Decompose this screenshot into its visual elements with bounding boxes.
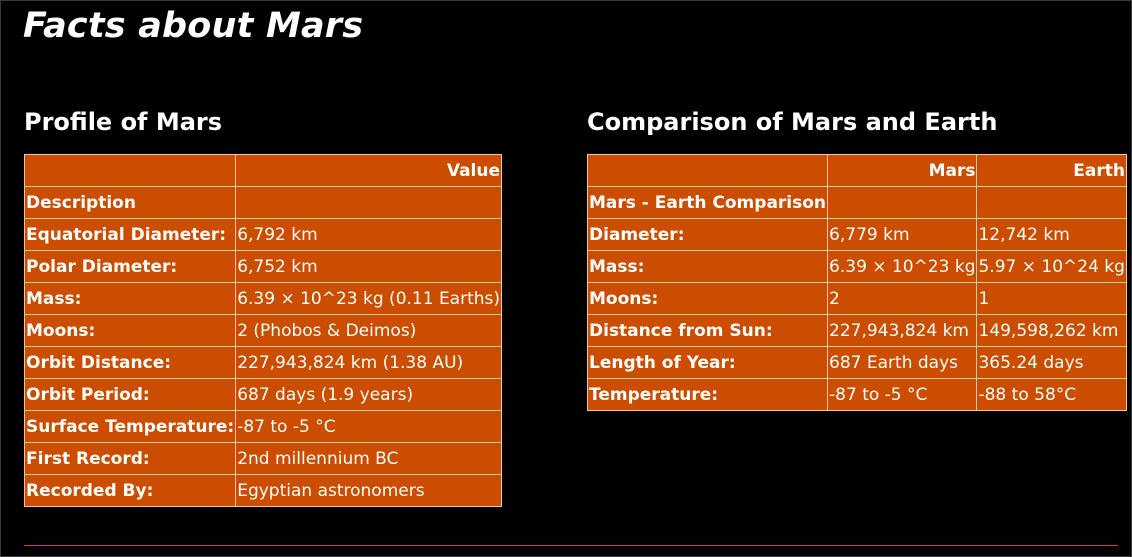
profile-header-value: Value bbox=[235, 154, 503, 187]
table-row: Orbit Distance: 227,943,824 km (1.38 AU) bbox=[23, 346, 503, 379]
comparison-header-label bbox=[586, 154, 829, 187]
table-row: Length of Year: 687 Earth days 365.24 da… bbox=[586, 346, 1127, 379]
row-label: Mass: bbox=[23, 282, 237, 315]
row-value bbox=[235, 186, 503, 219]
row-label: Polar Diameter: bbox=[23, 250, 237, 283]
row-label: Orbit Period: bbox=[23, 378, 237, 411]
row-label: Moons: bbox=[23, 314, 237, 347]
mars-value: 227,943,824 km bbox=[827, 314, 978, 347]
row-label: Length of Year: bbox=[586, 346, 829, 379]
profile-header-label bbox=[23, 154, 237, 187]
earth-value: 365.24 days bbox=[976, 346, 1127, 379]
table-row: Moons: 2 (Phobos & Deimos) bbox=[23, 314, 503, 347]
table-row: Surface Temperature: -87 to -5 °C bbox=[23, 410, 503, 443]
row-label: Surface Temperature: bbox=[23, 410, 237, 443]
table-row: Orbit Period: 687 days (1.9 years) bbox=[23, 378, 503, 411]
profile-header-row: Value bbox=[23, 154, 503, 187]
row-label: Recorded By: bbox=[23, 474, 237, 507]
earth-value: 149,598,262 km bbox=[976, 314, 1127, 347]
row-label: Moons: bbox=[586, 282, 829, 315]
row-value: 2nd millennium BC bbox=[235, 442, 503, 475]
row-value: 6,752 km bbox=[235, 250, 503, 283]
mars-value: 687 Earth days bbox=[827, 346, 978, 379]
row-label: Distance from Sun: bbox=[586, 314, 829, 347]
earth-value: 12,742 km bbox=[976, 218, 1127, 251]
table-row: First Record: 2nd millennium BC bbox=[23, 442, 503, 475]
row-value: 227,943,824 km (1.38 AU) bbox=[235, 346, 503, 379]
mars-value bbox=[827, 186, 978, 219]
row-label: Equatorial Diameter: bbox=[23, 218, 237, 251]
profile-table: Value Description Equatorial Diameter: 6… bbox=[23, 154, 503, 507]
table-row: Moons: 2 1 bbox=[586, 282, 1127, 315]
row-label: Orbit Distance: bbox=[23, 346, 237, 379]
comparison-header-mars: Mars bbox=[827, 154, 978, 187]
page-title: Facts about Mars bbox=[23, 6, 364, 46]
table-row: Equatorial Diameter: 6,792 km bbox=[23, 218, 503, 251]
earth-value bbox=[976, 186, 1127, 219]
comparison-table: Mars Earth Mars - Earth Comparison Diame… bbox=[586, 154, 1127, 411]
table-row: Description bbox=[23, 186, 503, 219]
comparison-section-title: Comparison of Mars and Earth bbox=[587, 108, 998, 136]
table-row: Temperature: -87 to -5 °C -88 to 58°C bbox=[586, 378, 1127, 411]
row-value: Egyptian astronomers bbox=[235, 474, 503, 507]
footer-divider bbox=[24, 545, 1118, 546]
row-value: 2 (Phobos & Deimos) bbox=[235, 314, 503, 347]
table-row: Distance from Sun: 227,943,824 km 149,59… bbox=[586, 314, 1127, 347]
table-row: Polar Diameter: 6,752 km bbox=[23, 250, 503, 283]
row-label: First Record: bbox=[23, 442, 237, 475]
earth-value: 5.97 × 10^24 kg bbox=[976, 250, 1127, 283]
mars-value: 6.39 × 10^23 kg bbox=[827, 250, 978, 283]
row-label: Temperature: bbox=[586, 378, 829, 411]
earth-value: -88 to 58°C bbox=[976, 378, 1127, 411]
row-value: -87 to -5 °C bbox=[235, 410, 503, 443]
row-label: Mars - Earth Comparison bbox=[586, 186, 829, 219]
row-label: Diameter: bbox=[586, 218, 829, 251]
row-label: Mass: bbox=[586, 250, 829, 283]
mars-value: -87 to -5 °C bbox=[827, 378, 978, 411]
earth-value: 1 bbox=[976, 282, 1127, 315]
profile-section-title: Profile of Mars bbox=[24, 108, 223, 136]
mars-value: 2 bbox=[827, 282, 978, 315]
row-label: Description bbox=[23, 186, 237, 219]
row-value: 6,792 km bbox=[235, 218, 503, 251]
comparison-header-row: Mars Earth bbox=[586, 154, 1127, 187]
table-row: Mars - Earth Comparison bbox=[586, 186, 1127, 219]
table-row: Mass: 6.39 × 10^23 kg (0.11 Earths) bbox=[23, 282, 503, 315]
table-row: Diameter: 6,779 km 12,742 km bbox=[586, 218, 1127, 251]
row-value: 687 days (1.9 years) bbox=[235, 378, 503, 411]
table-row: Recorded By: Egyptian astronomers bbox=[23, 474, 503, 507]
mars-value: 6,779 km bbox=[827, 218, 978, 251]
comparison-header-earth: Earth bbox=[976, 154, 1127, 187]
row-value: 6.39 × 10^23 kg (0.11 Earths) bbox=[235, 282, 503, 315]
table-row: Mass: 6.39 × 10^23 kg 5.97 × 10^24 kg bbox=[586, 250, 1127, 283]
